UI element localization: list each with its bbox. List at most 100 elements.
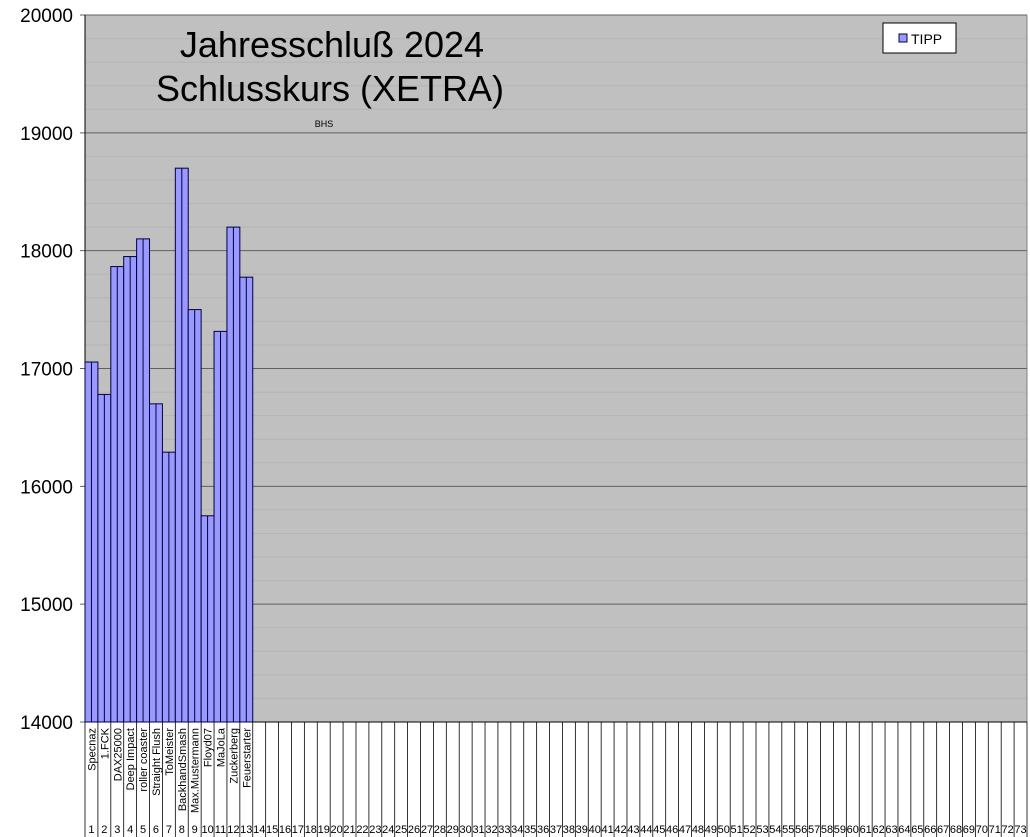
category-number: 57 [808, 824, 820, 836]
category-number: 38 [563, 824, 575, 836]
category-number: 22 [356, 824, 368, 836]
category-number: 25 [395, 824, 407, 836]
category-number: 70 [976, 824, 988, 836]
category-number: 32 [485, 824, 497, 836]
category-number: 37 [550, 824, 562, 836]
category-number: 73 [1014, 824, 1026, 836]
category-number: 36 [537, 824, 549, 836]
category-number: 10 [201, 824, 213, 836]
category-number: 42 [614, 824, 626, 836]
category-number: 16 [279, 824, 291, 836]
category-number: 48 [692, 824, 704, 836]
category-number: 47 [679, 824, 691, 836]
category-number: 24 [382, 824, 394, 836]
category-number: 44 [640, 824, 652, 836]
category-number: 63 [885, 824, 897, 836]
category-number: 41 [601, 824, 613, 836]
category-number: 3 [114, 824, 120, 836]
category-number: 60 [847, 824, 859, 836]
category-number: 20 [331, 824, 343, 836]
category-number: 4 [127, 824, 133, 836]
category-number: 65 [911, 824, 923, 836]
category-number: 17 [292, 824, 304, 836]
category-number: 49 [705, 824, 717, 836]
category-number: 56 [795, 824, 807, 836]
category-number: 71 [989, 824, 1001, 836]
category-number: 33 [498, 824, 510, 836]
y-tick-label: 20000 [20, 6, 73, 27]
legend-label: TIPP [911, 31, 942, 47]
category-number: 62 [872, 824, 884, 836]
category-number: 29 [447, 824, 459, 836]
category-number: 50 [718, 824, 730, 836]
category-number: 9 [192, 824, 198, 836]
y-tick-label: 14000 [20, 713, 73, 734]
category-number: 23 [369, 824, 381, 836]
category-number: 53 [756, 824, 768, 836]
category-number: 2 [101, 824, 107, 836]
category-name: Feuerstarter [241, 728, 253, 788]
category-number: 40 [589, 824, 601, 836]
category-number: 12 [227, 824, 239, 836]
category-name: Deep Impact [125, 728, 137, 790]
category-number: 30 [460, 824, 472, 836]
category-number: 67 [937, 824, 949, 836]
chart-title-line-2: Schlusskurs (XETRA) [156, 68, 504, 109]
category-number: 1 [88, 824, 94, 836]
category-number: 18 [305, 824, 317, 836]
category-number: 34 [511, 824, 523, 836]
category-number: 35 [524, 824, 536, 836]
category-name: MaJoLa [215, 727, 227, 767]
category-name: BackhandSmash [177, 728, 189, 811]
category-number: 13 [240, 824, 252, 836]
category-number: 69 [963, 824, 975, 836]
category-number: 6 [153, 824, 159, 836]
category-name: ToMeister [164, 728, 176, 776]
category-number: 64 [898, 824, 910, 836]
y-tick-label: 17000 [20, 360, 73, 381]
category-number: 8 [179, 824, 185, 836]
category-number: 51 [731, 824, 743, 836]
y-tick-label: 19000 [20, 124, 73, 145]
category-number: 61 [860, 824, 872, 836]
category-number: 39 [576, 824, 588, 836]
category-number: 19 [318, 824, 330, 836]
y-tick-label: 15000 [20, 595, 73, 616]
category-name: Specnaz [86, 728, 98, 771]
y-tick-label: 16000 [20, 477, 73, 498]
category-name: Zuckerberg [228, 728, 240, 784]
category-number: 55 [782, 824, 794, 836]
chart-title-line-1: Jahresschluß 2024 [180, 24, 484, 65]
category-name: DAX25000 [112, 728, 124, 781]
category-number: 59 [834, 824, 846, 836]
category-number: 14 [253, 824, 265, 836]
category-name: Straight Flush [151, 728, 163, 796]
category-number: 52 [743, 824, 755, 836]
category-number: 58 [821, 824, 833, 836]
category-name: Max.Mustermann [190, 728, 202, 813]
category-number: 46 [666, 824, 678, 836]
legend-box [882, 22, 957, 54]
category-number: 21 [343, 824, 355, 836]
category-number: 7 [166, 824, 172, 836]
category-name: Floyd07 [203, 728, 215, 767]
category-number: 45 [653, 824, 665, 836]
category-number: 28 [434, 824, 446, 836]
category-number: 68 [950, 824, 962, 836]
category-number: 66 [924, 824, 936, 836]
category-number: 43 [627, 824, 639, 836]
category-name: 1.FCK [99, 727, 111, 759]
legend-swatch [898, 33, 908, 43]
y-tick-label: 18000 [20, 242, 73, 263]
category-number: 27 [421, 824, 433, 836]
category-number: 26 [408, 824, 420, 836]
category-number: 72 [1002, 824, 1014, 836]
category-name: roller coaster [138, 728, 150, 792]
category-number: 15 [266, 824, 278, 836]
category-number: 54 [769, 824, 781, 836]
category-number: 11 [215, 824, 226, 836]
category-number: 31 [472, 824, 484, 836]
annotation-label: BHS [315, 119, 334, 129]
category-number: 5 [140, 824, 146, 836]
